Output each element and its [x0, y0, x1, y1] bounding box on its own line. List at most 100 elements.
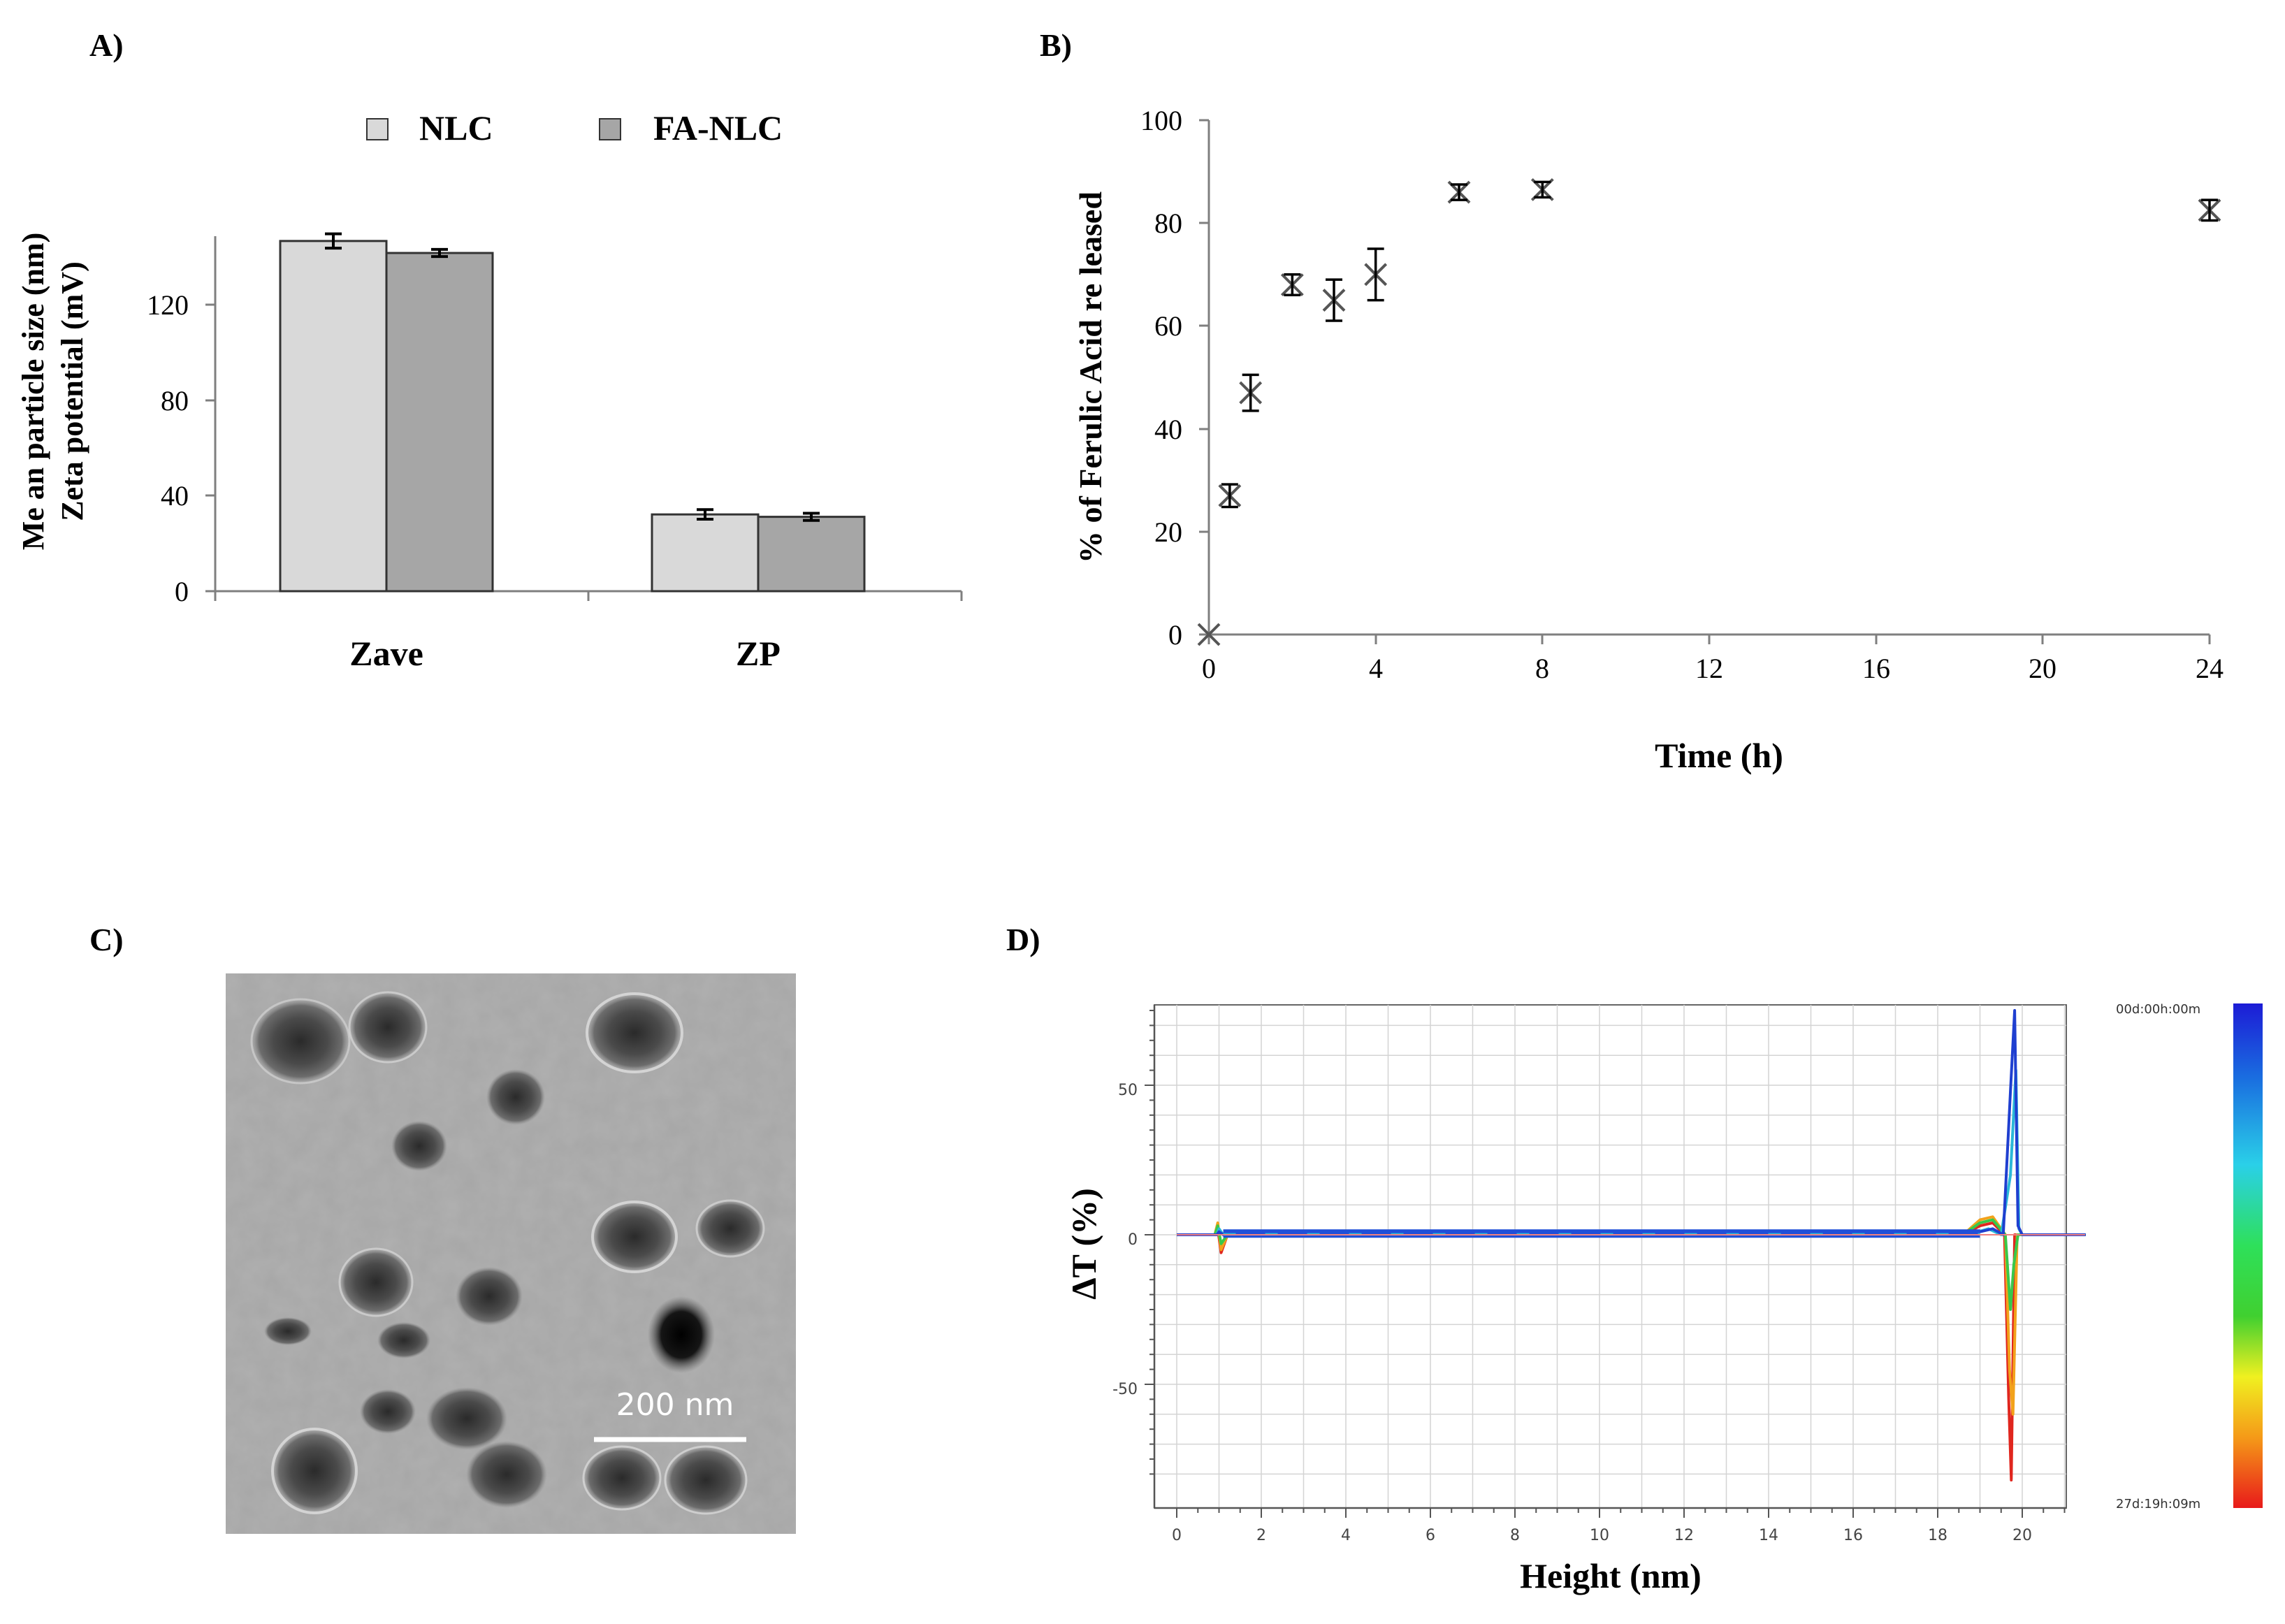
d-xtick-label-12: 12 [1674, 1527, 1694, 1544]
d-xtick-label-2: 2 [1256, 1527, 1266, 1544]
b-ytick-60: 60 [1154, 310, 1209, 342]
a-ylabel-line2: Zeta potential (mV) [55, 261, 89, 521]
a-category-zave: Zave [349, 634, 423, 673]
a-ylabel-line1: Me an particle size (nm) [16, 233, 50, 551]
legend-label-fa-nlc: FA-NLC [653, 108, 783, 147]
b-point-7 [1530, 177, 1554, 201]
b-xtick-label-4: 4 [1369, 653, 1383, 684]
d-xtick-label-4: 4 [1341, 1527, 1351, 1544]
b-errorbar-1 [1221, 483, 1238, 509]
b-point-4 [1322, 278, 1346, 322]
d-ytick-label-50: 50 [1118, 1082, 1138, 1099]
b-point-8 [2198, 198, 2221, 222]
b-point-6 [1447, 180, 1471, 204]
d-ytick-label-minus50: -50 [1112, 1381, 1138, 1398]
b-xtick-24: 24 [2196, 635, 2224, 684]
chart-a: NLC FA-NLC 0 40 80 120 [16, 108, 963, 673]
d-xtick-label-8: 8 [1510, 1527, 1520, 1544]
a-ytick-80: 80 [161, 385, 215, 416]
b-xlabel: Time (h) [1655, 736, 1783, 775]
errorbar-nlc-zp [697, 508, 713, 521]
bar-fa-nlc-zave [385, 252, 494, 593]
d-series-layer [1177, 1009, 2086, 1481]
a-ytick-label-120: 120 [147, 289, 189, 321]
b-errorbar-7 [1534, 180, 1551, 199]
b-ytick-label-20: 20 [1154, 516, 1182, 548]
a-category-zp: ZP [736, 634, 781, 673]
b-ytick-label-40: 40 [1154, 414, 1182, 445]
legend-label-nlc: NLC [419, 108, 493, 147]
a-ytick-120: 120 [147, 289, 215, 321]
d-xtick-label-14: 14 [1759, 1527, 1778, 1544]
b-point-0 [1197, 623, 1221, 646]
b-xtick-0: 0 [1202, 635, 1216, 684]
b-xtick-label-16: 16 [1862, 653, 1890, 684]
errorbar-nlc-zave [325, 232, 342, 250]
b-errorbar-3 [1284, 273, 1301, 296]
bar-fa-nlc-zp [757, 516, 866, 593]
d-ylabel: ΔT (%) [1064, 1188, 1103, 1300]
a-ytick-label-80: 80 [161, 385, 189, 416]
b-xtick-20: 20 [2029, 635, 2056, 684]
b-xtick-label-24: 24 [2196, 653, 2224, 684]
tem-scale-label: 200 nm [616, 1387, 734, 1423]
b-point-1 [1218, 483, 1242, 509]
b-errorbar-6 [1451, 183, 1467, 201]
errorbar-fa-nlc-zp [803, 512, 820, 522]
a-ytick-label-40: 40 [161, 480, 189, 512]
legend-swatch-fa-nlc [599, 118, 621, 140]
b-points-layer [1197, 177, 2221, 646]
b-ytick-label-0: 0 [1168, 619, 1182, 651]
b-errorbar-8 [2201, 198, 2218, 222]
d-plot-frame [1154, 1004, 2067, 1509]
d-colorbar-top-label: 00d:00h:00m [2116, 1002, 2200, 1017]
errorbar-fa-nlc-zave [431, 247, 448, 259]
b-point-3 [1280, 273, 1304, 296]
a-ytick-0: 0 [175, 576, 215, 607]
b-ytick-80: 80 [1154, 208, 1209, 239]
d-xtick-label-10: 10 [1590, 1527, 1609, 1544]
chart-b: 0 20 40 60 80 100 0 4 8 12 16 20 24 Time… [1073, 105, 2224, 775]
b-xtick-16: 16 [1862, 635, 1890, 684]
bar-nlc-zave [279, 240, 388, 593]
d-xtick-label-6: 6 [1426, 1527, 1435, 1544]
b-point-5 [1364, 247, 1388, 302]
panel-label-c: C) [89, 922, 124, 957]
legend-swatch-nlc [366, 118, 389, 140]
tem-micrograph [226, 973, 796, 1534]
b-xtick-label-12: 12 [1695, 653, 1723, 684]
b-ytick-20: 20 [1154, 516, 1209, 548]
b-ytick-0: 0 [1168, 619, 1209, 651]
b-xtick-label-0: 0 [1202, 653, 1216, 684]
b-errorbar-4 [1326, 278, 1342, 322]
b-errorbar-5 [1367, 247, 1384, 302]
b-xtick-4: 4 [1369, 635, 1383, 684]
a-ytick-label-0: 0 [175, 576, 189, 607]
d-xtick-label-16: 16 [1843, 1527, 1863, 1544]
b-ytick-100: 100 [1140, 105, 1209, 136]
b-ytick-40: 40 [1154, 414, 1209, 445]
panel-label-d: D) [1006, 922, 1040, 957]
d-xlabel: Height (nm) [1520, 1556, 1702, 1595]
b-ytick-label-80: 80 [1154, 208, 1182, 239]
d-ytick-label-0: 0 [1128, 1231, 1138, 1249]
a-ytick-40: 40 [161, 480, 215, 512]
b-errorbar-2 [1242, 373, 1259, 412]
b-ytick-label-100: 100 [1140, 105, 1182, 136]
bar-nlc-zp [651, 513, 760, 593]
d-colorbar [2233, 1003, 2263, 1508]
b-point-2 [1239, 373, 1263, 412]
d-ticks-layer [1145, 1005, 2085, 1518]
d-xtick-label-18: 18 [1928, 1527, 1947, 1544]
panel-label-a: A) [89, 27, 124, 63]
b-ytick-label-60: 60 [1154, 310, 1182, 342]
chart-d: 50 0 -50 0 2 4 6 8 10 12 14 16 18 20 Hei… [1064, 1002, 2263, 1595]
d-colorbar-bottom-label: 27d:19h:09m [2116, 1497, 2200, 1511]
b-xtick-label-8: 8 [1535, 653, 1549, 684]
d-xtick-label-0: 0 [1172, 1527, 1182, 1544]
b-ylabel: % of Ferulic Acid re leased [1073, 191, 1108, 563]
b-xtick-label-20: 20 [2029, 653, 2056, 684]
panel-label-b: B) [1040, 27, 1072, 63]
d-xtick-label-20: 20 [2012, 1527, 2032, 1544]
